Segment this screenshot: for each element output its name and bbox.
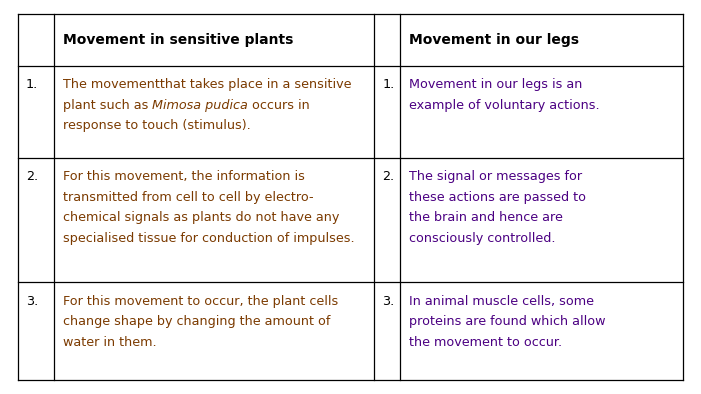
Text: change shape by changing the amount of: change shape by changing the amount of	[62, 316, 330, 329]
Text: 1.: 1.	[382, 78, 395, 91]
Text: response to touch (stimulus).: response to touch (stimulus).	[62, 119, 250, 132]
Text: these actions are passed to: these actions are passed to	[409, 191, 586, 204]
Text: Movement in sensitive plants: Movement in sensitive plants	[62, 33, 293, 46]
Text: Movement in our legs is an: Movement in our legs is an	[409, 78, 583, 91]
Text: 2.: 2.	[382, 170, 395, 183]
Text: Movement in our legs: Movement in our legs	[409, 33, 579, 46]
Text: occurs in: occurs in	[248, 98, 310, 112]
Text: the brain and hence are: the brain and hence are	[409, 211, 563, 224]
Text: proteins are found which allow: proteins are found which allow	[409, 316, 606, 329]
Text: specialised tissue for conduction of impulses.: specialised tissue for conduction of imp…	[62, 232, 354, 245]
Text: In animal muscle cells, some: In animal muscle cells, some	[409, 295, 594, 308]
Text: 3.: 3.	[382, 295, 395, 308]
Text: 3.: 3.	[26, 295, 38, 308]
Text: consciously controlled.: consciously controlled.	[409, 232, 555, 245]
Text: 2.: 2.	[26, 170, 38, 183]
Text: For this movement, the information is: For this movement, the information is	[62, 170, 304, 183]
Text: the movement to occur.: the movement to occur.	[409, 336, 562, 349]
Text: example of voluntary actions.: example of voluntary actions.	[409, 98, 599, 112]
Text: The signal or messages for: The signal or messages for	[409, 170, 582, 183]
Text: The movementthat takes place in a sensitive: The movementthat takes place in a sensit…	[62, 78, 351, 91]
Text: water in them.: water in them.	[62, 336, 156, 349]
Text: transmitted from cell to cell by electro-: transmitted from cell to cell by electro…	[62, 191, 313, 204]
Text: chemical signals as plants do not have any: chemical signals as plants do not have a…	[62, 211, 339, 224]
Text: 1.: 1.	[26, 78, 38, 91]
Text: For this movement to occur, the plant cells: For this movement to occur, the plant ce…	[62, 295, 338, 308]
Text: Mimosa pudica: Mimosa pudica	[152, 98, 248, 112]
Text: plant such as: plant such as	[62, 98, 152, 112]
